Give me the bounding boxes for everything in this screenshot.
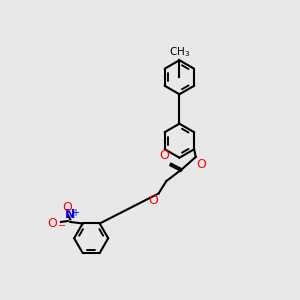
Text: O: O (148, 194, 158, 207)
Text: O: O (196, 158, 206, 171)
Text: +: + (71, 208, 79, 218)
Text: CH$_3$: CH$_3$ (169, 45, 190, 59)
Text: −: − (58, 221, 67, 231)
Text: O: O (47, 217, 57, 230)
Text: O: O (160, 148, 170, 162)
Text: O: O (62, 201, 72, 214)
Text: N: N (65, 208, 76, 221)
